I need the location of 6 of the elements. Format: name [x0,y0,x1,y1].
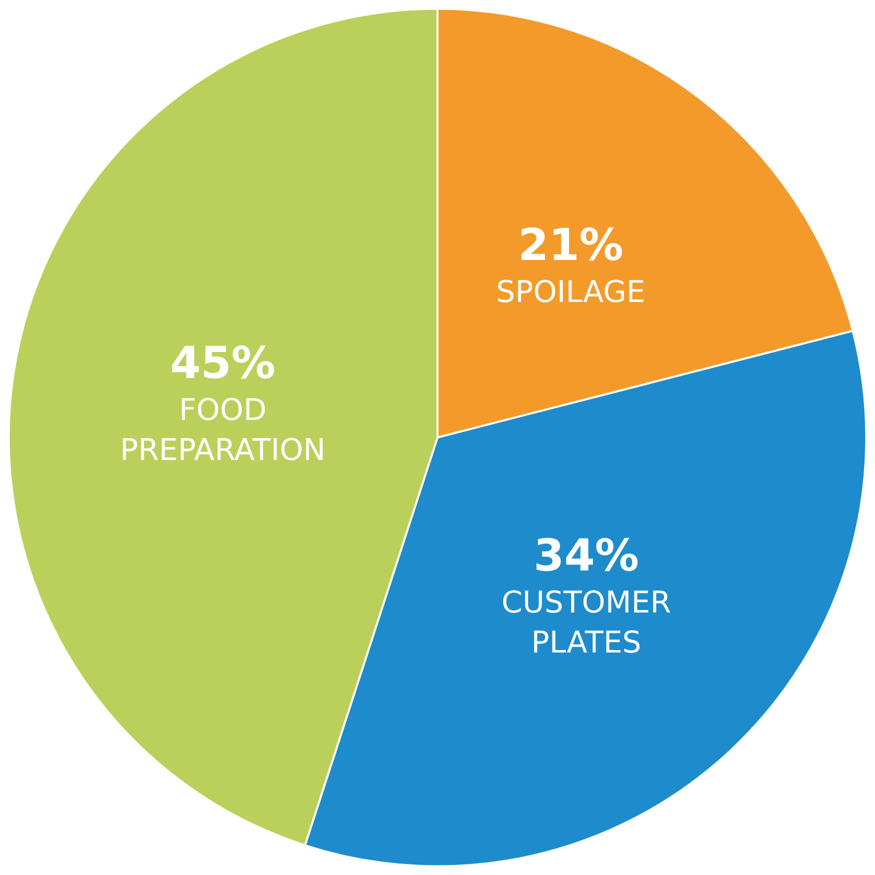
data-label: 21% [518,220,624,272]
data-label: 34% [534,530,639,582]
slice-label: SPOILAGE [496,275,646,310]
slice-label: FOOD PREPARATION [120,392,326,468]
slice-label: CUSTOMER PLATES [502,585,672,660]
data-label: 45% [170,338,276,389]
